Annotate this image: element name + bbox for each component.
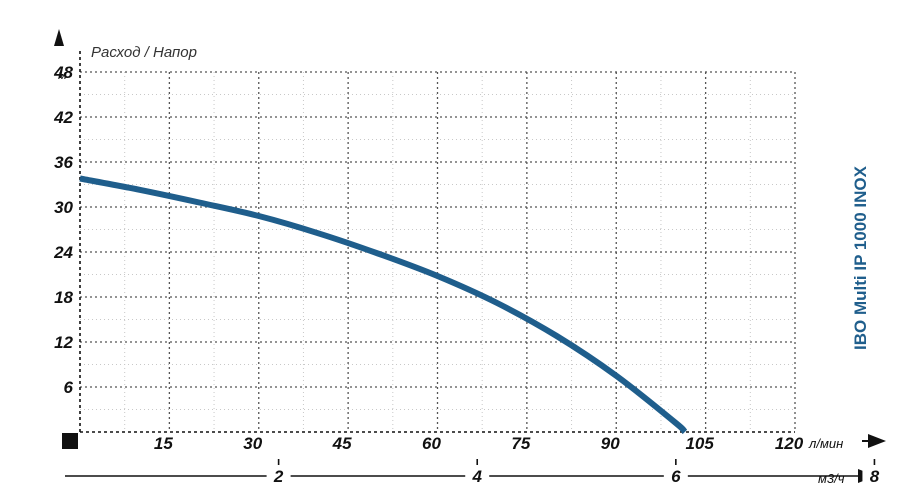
x-axis-arrow	[868, 434, 886, 448]
x2-tick-label: 8	[870, 467, 880, 486]
y-tick-label: 36	[54, 153, 73, 172]
x-tick-label: 120	[775, 434, 804, 453]
axes	[54, 29, 886, 483]
y-axis-label: Расход / Напор	[91, 44, 197, 61]
x-tick-label: 30	[243, 434, 262, 453]
series-curve	[79, 175, 688, 435]
grid-lines	[80, 71, 796, 432]
chart-title: IBO Multi IP 1000 INOX	[851, 165, 870, 350]
x2-tick-label: 6	[671, 467, 681, 486]
x-tick-label: 60	[422, 434, 441, 453]
x-tick-label: 45	[332, 434, 352, 453]
y-tick-label: 48	[53, 63, 73, 82]
y-tick-label: 30	[54, 198, 73, 217]
x-unit-label: л/мин	[808, 436, 843, 451]
x2-tick-gap	[663, 469, 688, 483]
x2-tick-gap	[266, 469, 291, 483]
y-tick-label: 24	[53, 243, 73, 262]
x-tick-label: 90	[601, 434, 620, 453]
x2-unit-label: м3/ч	[818, 471, 845, 486]
x2-tick-label: 2	[273, 467, 284, 486]
y-tick-label: 12	[54, 333, 73, 352]
y-tick-label: 42	[53, 108, 73, 127]
x2-tick-gap	[862, 469, 887, 483]
series-curves	[79, 175, 688, 435]
origin-marker	[62, 433, 78, 449]
x-tick-label: 75	[511, 434, 530, 453]
x-tick-label: 15	[154, 434, 173, 453]
x2-tick-label: 4	[471, 467, 482, 486]
y-axis-arrow	[54, 29, 64, 46]
x-tick-label: 105	[685, 434, 714, 453]
x2-tick-gap	[465, 469, 490, 483]
y-tick-label: 18	[54, 288, 73, 307]
y-tick-label: 6	[64, 378, 74, 397]
y-unit-label: м	[58, 67, 67, 82]
